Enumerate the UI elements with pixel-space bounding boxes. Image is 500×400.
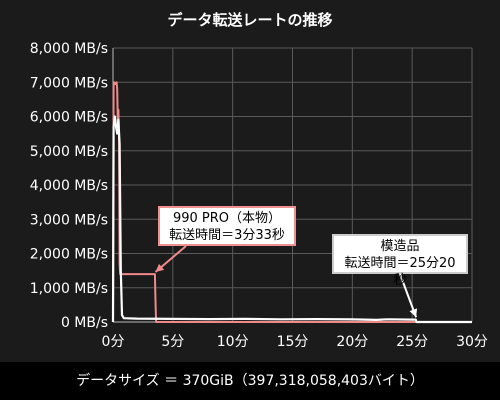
- callout-990-pro: 990 PRO（本物） 転送時間＝3分33秒: [158, 206, 296, 246]
- y-tick-label: 1,000 MB/s: [30, 281, 108, 297]
- x-tick-labels: 0分 5分 10分 15分 20分 25分 30分: [102, 334, 488, 350]
- y-tick-label: 3,000 MB/s: [30, 212, 108, 228]
- y-tick-label: 4,000 MB/s: [30, 178, 108, 194]
- y-tick-label: 0 MB/s: [61, 315, 108, 331]
- data-size-note: データサイズ ＝ 370GiB（397,318,058,403バイト）: [76, 373, 424, 389]
- callout-counterfeit-label: 模造品: [380, 239, 420, 254]
- grid-lines: [113, 47, 473, 322]
- callout-counterfeit: 模造品 転送時間＝25分20秒: [332, 234, 468, 288]
- x-tick-label: 5分: [161, 334, 184, 350]
- y-tick-label: 2,000 MB/s: [30, 247, 108, 263]
- x-tick-label: 15分: [277, 334, 309, 350]
- annotation-arrows: [154, 245, 418, 318]
- x-tick-label: 30分: [456, 334, 488, 350]
- x-tick-label: 20分: [336, 334, 368, 350]
- callout-990-pro-label: 990 PRO（本物）: [172, 211, 282, 226]
- y-tick-label: 5,000 MB/s: [30, 144, 108, 160]
- transfer-rate-chart: データ転送レートの推移 0 MB/s 1,000 MB/s 2,000 MB/s 3,…: [30, 11, 488, 350]
- x-tick-label: 10分: [217, 334, 249, 350]
- annotation-arrowhead: [155, 263, 165, 273]
- y-tick-labels: 0 MB/s 1,000 MB/s 2,000 MB/s 3,000 MB/s 4,00…: [30, 41, 108, 331]
- callout-990-pro-detail: 転送時間＝3分33秒: [169, 228, 285, 243]
- x-tick-label: 0分: [102, 334, 125, 350]
- chart-title: データ転送レートの推移: [167, 11, 332, 29]
- annotation-arrowhead: [409, 308, 418, 318]
- x-tick-label: 25分: [396, 334, 428, 350]
- callout-counterfeit-detail: 転送時間＝25分20秒: [344, 256, 456, 288]
- y-tick-label: 6,000 MB/s: [30, 110, 108, 126]
- series-line-counterfeit: [111, 115, 472, 324]
- y-tick-label: 8,000 MB/s: [30, 41, 108, 57]
- series-lines: [111, 81, 472, 324]
- y-tick-label: 7,000 MB/s: [30, 75, 108, 91]
